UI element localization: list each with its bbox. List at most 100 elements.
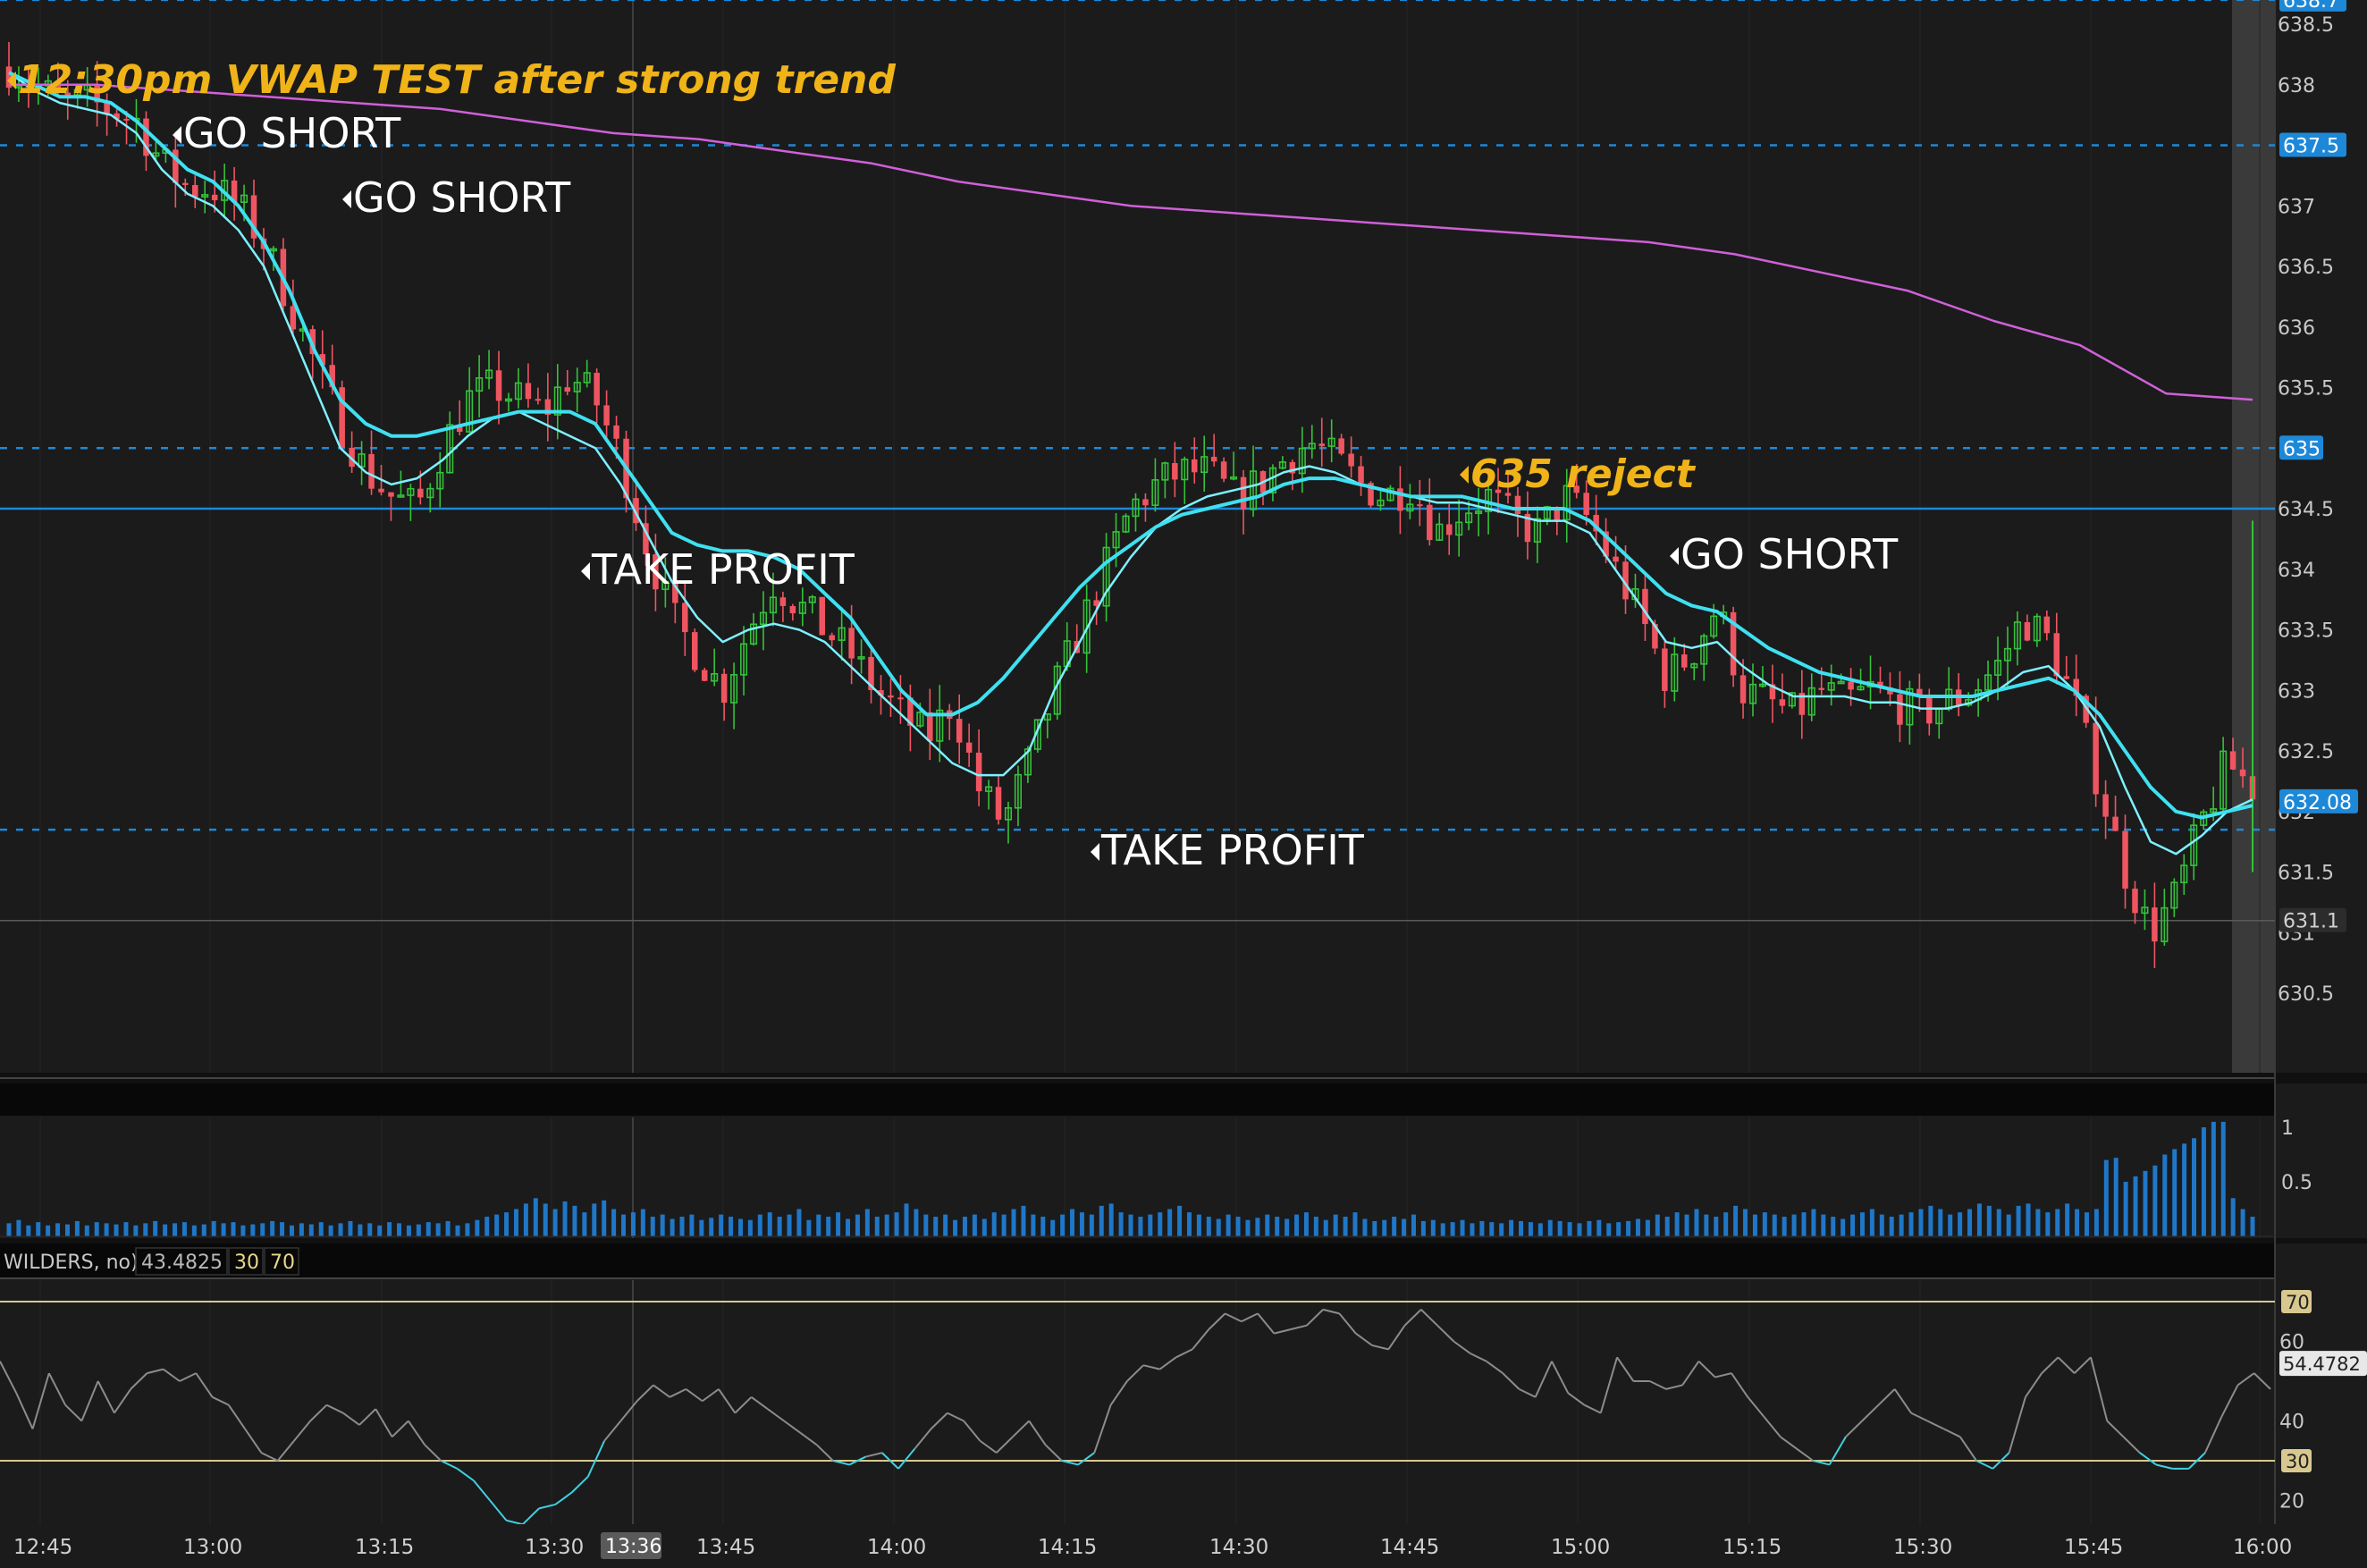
- volume-bar: [1285, 1218, 1290, 1236]
- volume-bar: [299, 1223, 304, 1236]
- volume-bar: [1537, 1223, 1543, 1236]
- volume-bar: [1245, 1219, 1251, 1236]
- price-marker-tag: [2279, 0, 2346, 12]
- volume-bar: [16, 1219, 21, 1236]
- volume-bar: [1372, 1220, 1377, 1236]
- rsi-line-segment: [130, 1372, 148, 1390]
- rsi-line-segment: [1486, 1360, 1504, 1374]
- annotation-marker: [1091, 843, 1099, 861]
- ema_fast-line: [8, 72, 2253, 856]
- volume-panel[interactable]: [0, 1121, 2275, 1237]
- volume-bar: [1128, 1214, 1133, 1236]
- volume-bar: [2182, 1143, 2187, 1236]
- rsi-current-tag: [2279, 1351, 2367, 1377]
- rsi-line-segment: [653, 1384, 670, 1398]
- volume-bar: [523, 1203, 528, 1236]
- rsi-panel[interactable]: WILDERS, no) 43.4825 30 70: [0, 1247, 2275, 1526]
- candle-down: [1397, 488, 1403, 511]
- candle-up: [769, 596, 777, 614]
- volume-bar: [2133, 1176, 2138, 1236]
- volume-bar: [74, 1220, 80, 1236]
- volume-bar: [1148, 1214, 1153, 1236]
- candle-down: [1210, 456, 1217, 462]
- volume-bar: [1265, 1214, 1270, 1236]
- volume-bar: [416, 1224, 421, 1236]
- rsi-header-value: 30: [234, 1252, 259, 1274]
- rsi-line-segment: [1731, 1372, 1749, 1398]
- rsi-line-segment: [848, 1455, 866, 1466]
- price-tick-label: 638: [2278, 75, 2315, 97]
- candle-up: [1671, 653, 1679, 692]
- candle-up: [2190, 824, 2198, 866]
- candle-down: [720, 673, 728, 704]
- rsi-line-segment: [1567, 1392, 1586, 1406]
- rsi-line-segment: [1355, 1332, 1373, 1346]
- rsi-tick-label: 40: [2279, 1412, 2304, 1434]
- volume-bar: [864, 1209, 870, 1236]
- volume-bar: [328, 1225, 333, 1236]
- rsi-header-box: [135, 1247, 228, 1276]
- candle-up: [397, 494, 405, 498]
- volume-bar: [2093, 1209, 2099, 1236]
- time-tick-label: 14:15: [1038, 1536, 1097, 1559]
- volume-tick-label: 0.5: [2281, 1172, 2312, 1194]
- candle-up: [1181, 459, 1189, 481]
- rsi-line-segment: [47, 1372, 66, 1406]
- rsi-line-segment: [669, 1388, 687, 1398]
- rsi-line-segment: [0, 1361, 18, 1394]
- volume-bar: [543, 1203, 548, 1236]
- rsi-line-segment: [1453, 1340, 1471, 1354]
- candle-down: [456, 425, 463, 433]
- volume-bar: [1841, 1218, 1846, 1236]
- volume-bar: [602, 1200, 607, 1236]
- price-marker-label: 637.5: [2283, 136, 2339, 158]
- candle-up: [436, 471, 444, 490]
- candle-up: [2013, 621, 2021, 650]
- rsi-line-segment: [1257, 1312, 1276, 1335]
- volume-bar: [1323, 1219, 1328, 1236]
- price-tick-label: 634.5: [2278, 499, 2334, 521]
- volume-bar: [747, 1219, 753, 1236]
- volume-bar: [1694, 1209, 1699, 1236]
- volume-bar: [2211, 1121, 2216, 1236]
- rsi-line-segment: [1012, 1420, 1030, 1438]
- rsi-line-segment: [586, 1440, 606, 1478]
- candle-down: [1642, 588, 1648, 625]
- volume-bar: [1070, 1209, 1075, 1236]
- candle-down: [907, 697, 914, 726]
- rsi-line-segment: [309, 1404, 328, 1422]
- volume-bar: [884, 1214, 889, 1236]
- volume-bar: [475, 1219, 480, 1236]
- volume-bar: [211, 1220, 216, 1236]
- rsi-line-segment: [1877, 1388, 1896, 1406]
- volume-bar: [874, 1217, 880, 1236]
- volume-bar: [2192, 1138, 2197, 1236]
- price-panel[interactable]: [0, 0, 2275, 968]
- rsi-line-segment: [114, 1388, 132, 1414]
- candle-up: [730, 674, 738, 704]
- candle-down: [1368, 483, 1374, 506]
- price-tick-label: 630.5: [2278, 983, 2334, 1006]
- candle-up: [2161, 906, 2169, 942]
- volume-bar: [1519, 1220, 1524, 1236]
- candle-down: [1093, 600, 1099, 606]
- candle-down: [1652, 624, 1658, 649]
- candle-down: [653, 554, 659, 590]
- volume-bar: [1040, 1217, 1046, 1236]
- volume-bar: [729, 1217, 734, 1236]
- time-axis-bg: [0, 1524, 2367, 1568]
- candle-down: [544, 399, 552, 416]
- candle-down: [114, 113, 120, 119]
- annotation-marker: [173, 126, 181, 144]
- rsi-line-segment: [212, 1395, 230, 1406]
- candle-down: [789, 605, 796, 614]
- candle-up: [2003, 647, 2012, 662]
- volume-bar: [679, 1217, 685, 1236]
- candle-up: [504, 398, 513, 402]
- rsi-line-segment: [1338, 1312, 1357, 1335]
- rsi-line-segment: [1044, 1444, 1063, 1462]
- candle-down: [878, 690, 884, 695]
- candle-up: [426, 487, 434, 499]
- rsi-header-bar: [0, 1243, 2275, 1277]
